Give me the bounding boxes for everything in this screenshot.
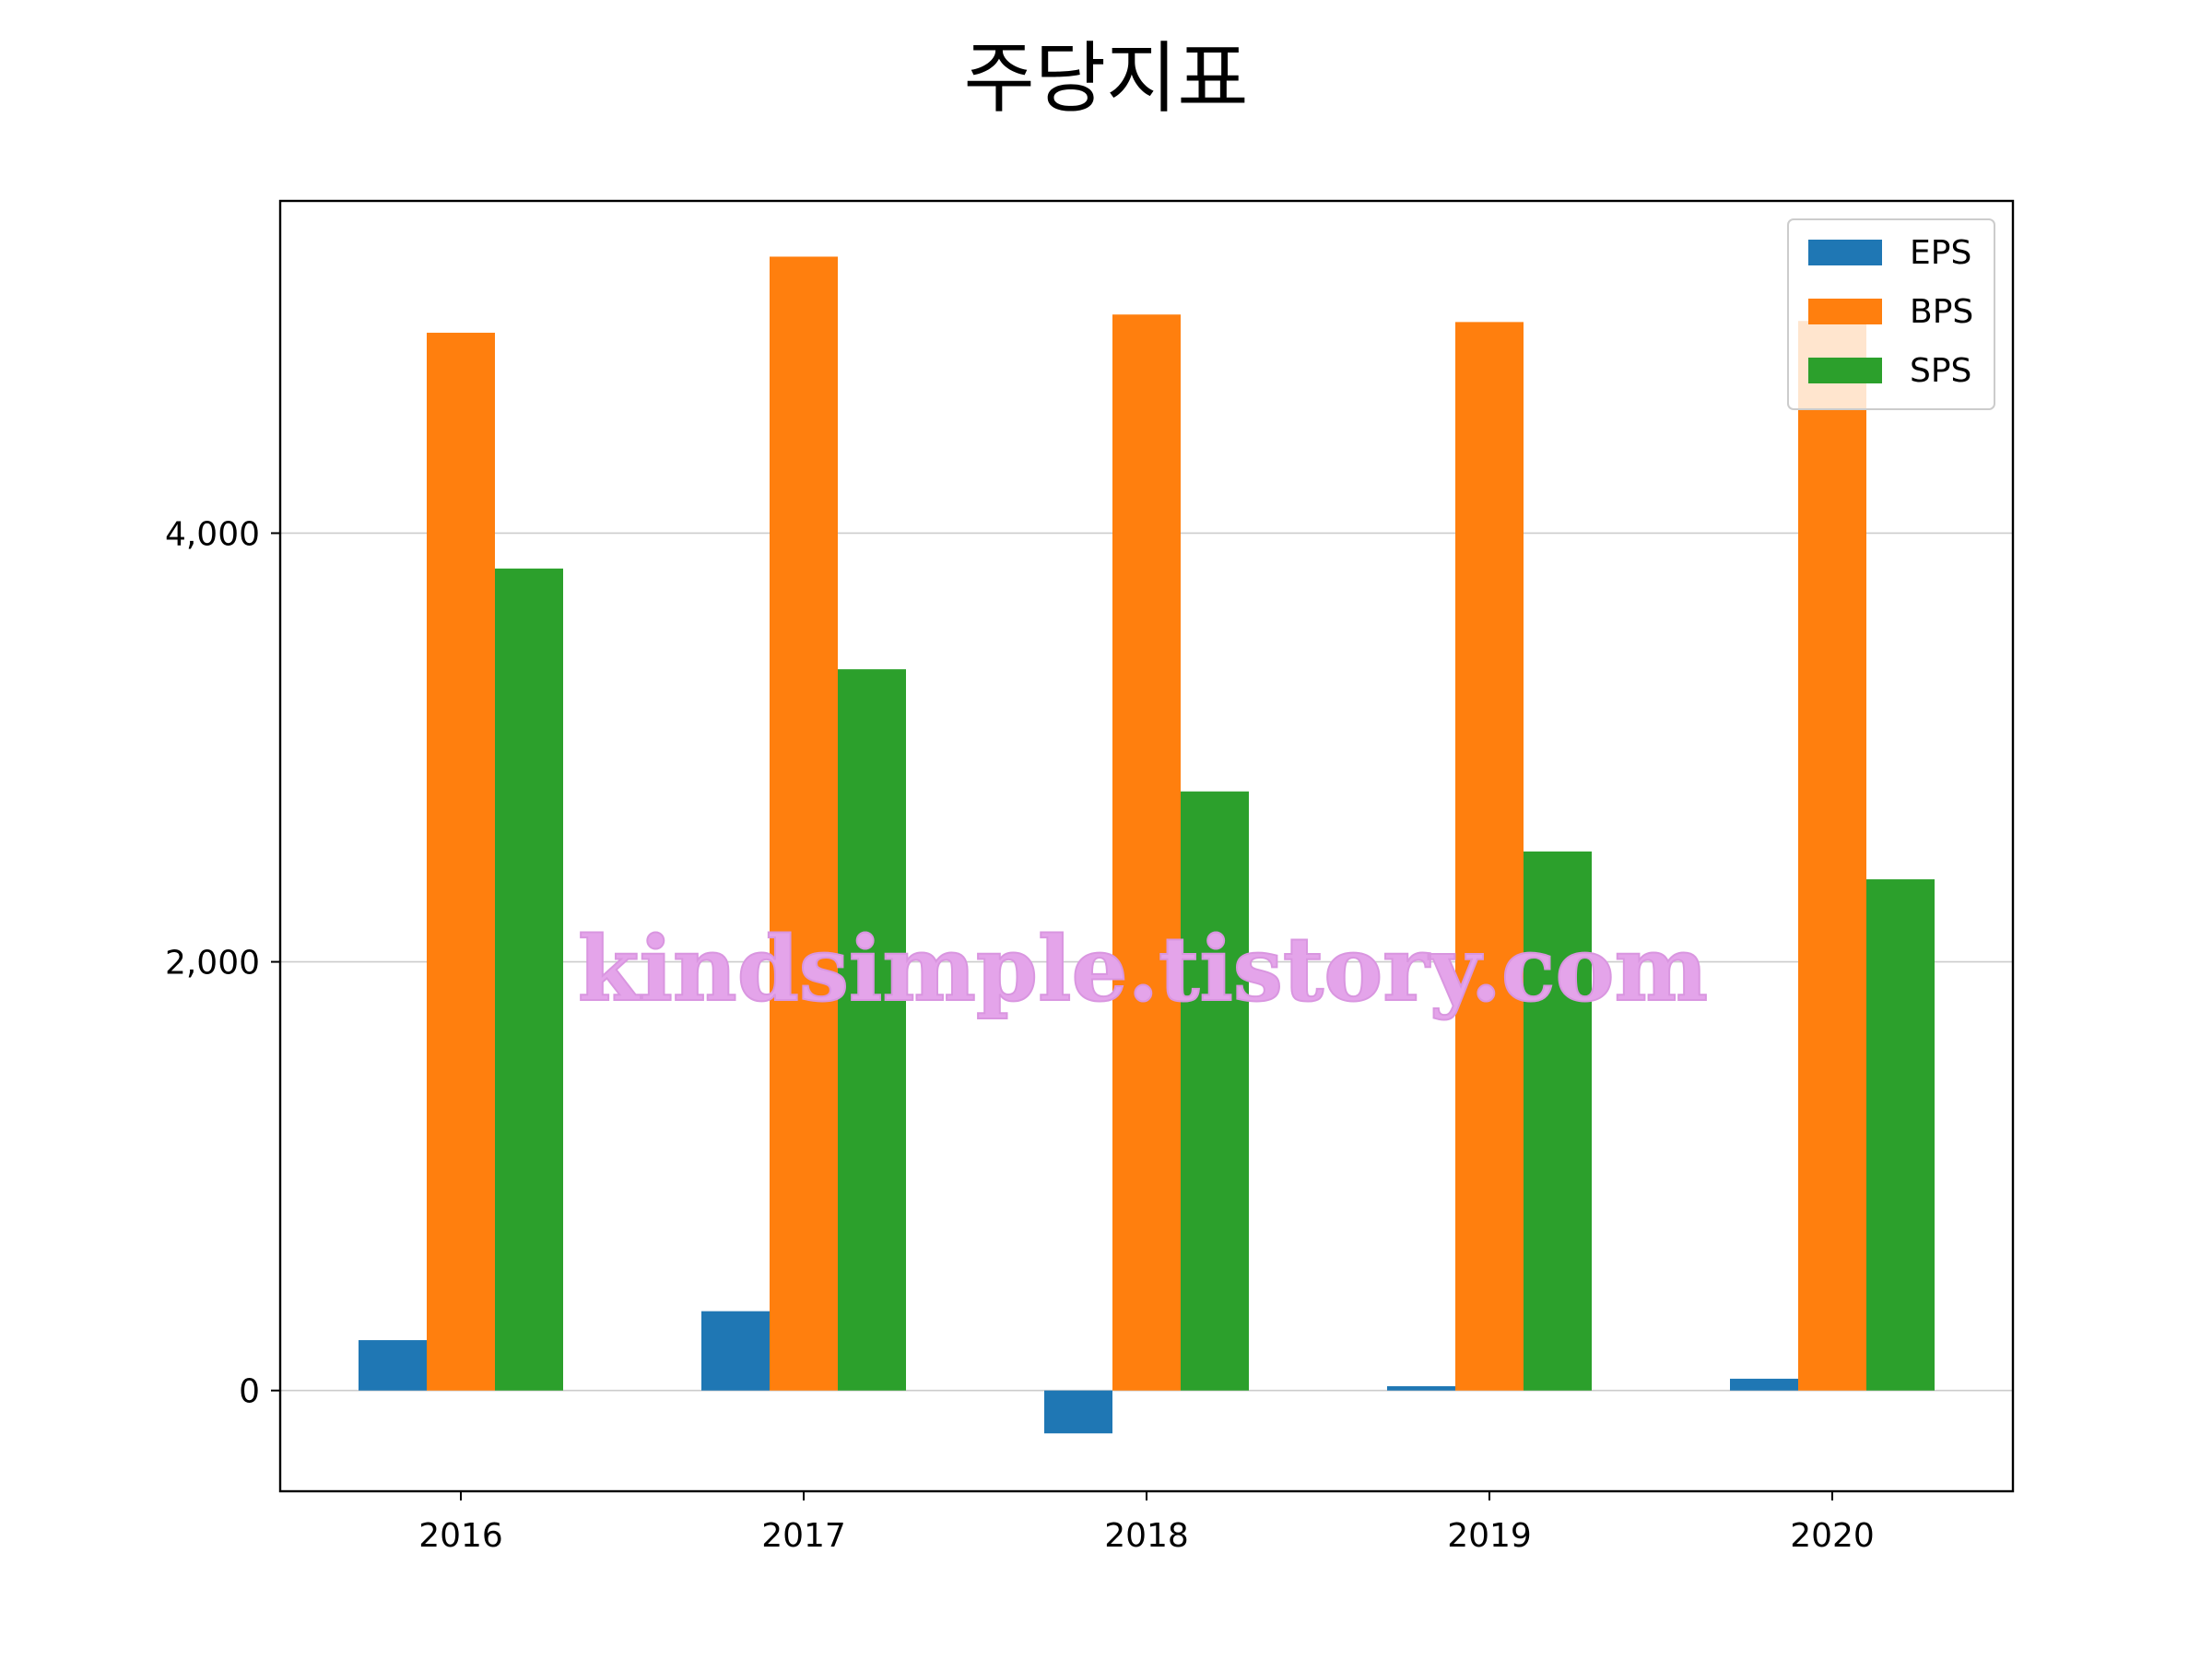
- bar-sps-2018: [1181, 791, 1249, 1391]
- legend-label-eps: EPS: [1910, 234, 1971, 272]
- bar-eps-2018: [1044, 1390, 1112, 1434]
- bar-bps-2019: [1455, 322, 1524, 1391]
- legend-swatch-bps: [1808, 299, 1882, 324]
- legend-swatch-eps: [1808, 240, 1882, 265]
- chart-title: 주당지표: [963, 33, 1249, 124]
- legend-label-sps: SPS: [1910, 352, 1971, 390]
- bar-bps-2020: [1798, 321, 1866, 1391]
- y-tick-label: 4,000: [165, 515, 260, 553]
- x-tick-label: 2020: [1790, 1517, 1875, 1555]
- bars-group: [359, 256, 1935, 1434]
- bar-sps-2016: [495, 568, 563, 1391]
- bar-bps-2017: [770, 256, 838, 1391]
- bar-eps-2016: [359, 1340, 427, 1391]
- bar-eps-2017: [701, 1311, 770, 1391]
- bar-sps-2020: [1866, 879, 1935, 1391]
- legend: EPS BPS SPS: [1787, 218, 1995, 410]
- x-tick-label: 2017: [761, 1517, 846, 1555]
- bar-bps-2018: [1112, 314, 1181, 1391]
- legend-label-bps: BPS: [1910, 293, 1973, 331]
- bar-sps-2019: [1524, 851, 1592, 1391]
- bar-bps-2016: [427, 333, 495, 1391]
- x-axis: 2016 2017 2018 2019 2020: [418, 1491, 1875, 1555]
- y-tick-label: 0: [239, 1373, 260, 1411]
- y-tick-label: 2,000: [165, 945, 260, 982]
- bar-sps-2017: [838, 669, 906, 1391]
- bar-eps-2019: [1387, 1386, 1455, 1391]
- y-axis: 0 2,000 4,000: [165, 515, 280, 1411]
- x-tick-label: 2019: [1447, 1517, 1532, 1555]
- bar-eps-2020: [1730, 1378, 1798, 1391]
- x-tick-label: 2016: [418, 1517, 503, 1555]
- x-tick-label: 2018: [1104, 1517, 1189, 1555]
- legend-swatch-sps: [1808, 358, 1882, 383]
- watermark-text: kindsimple.tistory.com: [578, 917, 1708, 1021]
